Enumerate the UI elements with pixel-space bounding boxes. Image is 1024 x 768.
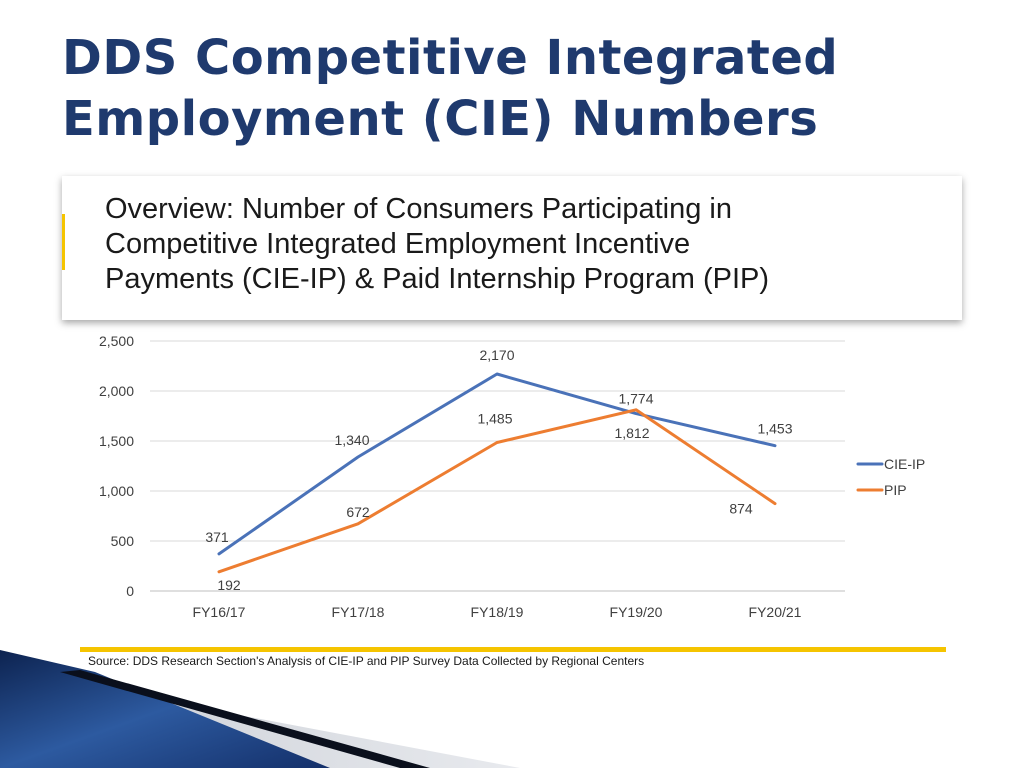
data-label: 1,485 [477, 411, 512, 427]
data-label: 672 [346, 504, 370, 520]
data-label: 1,453 [757, 421, 792, 437]
y-axis: 0 500 1,000 1,500 2,000 2,500 [99, 333, 134, 599]
y-tick-label: 1,000 [99, 483, 134, 499]
y-tick-label: 2,500 [99, 333, 134, 349]
x-tick-label: FY19/20 [610, 604, 663, 620]
chart-banner: Overview: Number of Consumers Participat… [62, 176, 962, 320]
chart-data-labels: 371 1,340 2,170 1,774 1,453 192 672 1,485 1,812 8… [205, 347, 792, 593]
y-tick-label: 500 [111, 533, 135, 549]
series-line-pip [217, 408, 777, 574]
source-divider [80, 647, 946, 652]
slide-title-line-1: DDS Competitive Integrated [62, 30, 839, 86]
banner-line-1: Overview: Number of Consumers Participat… [105, 193, 732, 225]
x-tick-label: FY20/21 [749, 604, 802, 620]
dark-swoosh-edge [60, 670, 430, 768]
x-tick-label: FY17/18 [332, 604, 385, 620]
data-label: 2,170 [479, 347, 514, 363]
legend-label: CIE-IP [884, 456, 925, 472]
source-note: Source: DDS Research Section's Analysis … [88, 654, 645, 668]
x-tick-label: FY16/17 [193, 604, 246, 620]
data-label: 1,812 [614, 425, 649, 441]
banner-line-2: Competitive Integrated Employment Incent… [105, 228, 691, 260]
blue-swoosh [0, 650, 330, 768]
y-tick-label: 0 [126, 583, 134, 599]
banner-accent-bar [62, 214, 65, 270]
chart-series [217, 372, 777, 574]
banner-text: Overview: Number of Consumers Participat… [105, 192, 769, 297]
banner-line-3: Payments (CIE-IP) & Paid Internship Prog… [105, 263, 769, 295]
slide-title-line-2: Employment (CIE) Numbers [62, 91, 819, 147]
chart-legend: CIE-IP PIP [856, 456, 925, 498]
y-tick-label: 1,500 [99, 433, 134, 449]
x-axis: FY16/17 FY17/18 FY18/19 FY19/20 FY20/21 [193, 604, 802, 620]
data-label: 1,340 [334, 432, 369, 448]
series-line-cie-ip [217, 372, 777, 556]
data-label: 874 [729, 501, 753, 517]
slide-title: DDS Competitive Integrated Employment (C… [62, 28, 838, 150]
x-tick-label: FY18/19 [471, 604, 524, 620]
data-label: 1,774 [618, 391, 653, 407]
data-label: 192 [217, 577, 241, 593]
data-label: 371 [205, 529, 229, 545]
y-tick-label: 2,000 [99, 383, 134, 399]
legend-label: PIP [884, 482, 907, 498]
